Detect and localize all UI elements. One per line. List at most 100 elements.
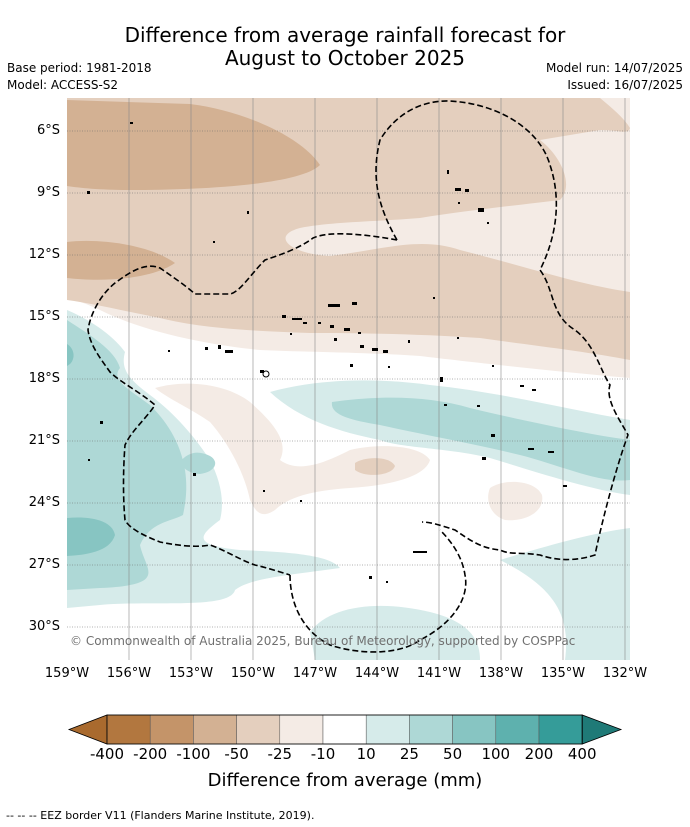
island (330, 325, 334, 328)
longitude-label: 144°W (354, 666, 400, 681)
wet-island-west (180, 452, 216, 474)
longitude-label: 132°W (602, 666, 648, 681)
longitude-label: 156°W (106, 666, 152, 681)
model-run-text: Model run: 14/07/2025 (545, 61, 683, 75)
latitude-label: 12°S (28, 247, 60, 262)
colorbar-tick-label: 400 (567, 745, 597, 763)
island (282, 315, 286, 318)
dry-core-west (67, 240, 175, 280)
copyright-text: © Commonwealth of Australia 2025, Bureau… (70, 634, 576, 648)
latitude-label: 27°S (28, 557, 60, 572)
latitude-label: 6°S (36, 123, 60, 138)
map-title: Difference from average rainfall forecas… (0, 24, 690, 70)
latitude-label: 21°S (28, 433, 60, 448)
eez-borders (87, 100, 629, 653)
colorbar-swatch (149, 714, 194, 745)
graticule-lon (128, 98, 626, 660)
island (303, 322, 307, 324)
colorbar-tick-label: -50 (224, 745, 249, 763)
colorbar-tick-label: -100 (176, 745, 211, 763)
island (563, 485, 567, 487)
islands (87, 122, 567, 583)
island (263, 490, 265, 492)
colorbar-swatch (538, 714, 583, 745)
dry-patch-center-west (155, 383, 430, 515)
latitude-label: 24°S (28, 495, 60, 510)
island-atoll (262, 370, 270, 378)
island (334, 338, 337, 341)
island (344, 328, 350, 331)
island (352, 302, 357, 305)
colorbar-swatch (322, 714, 367, 745)
island (447, 170, 449, 174)
latitude-label: 9°S (36, 185, 60, 200)
model-text: Model: ACCESS-S2 (7, 78, 119, 92)
island (369, 576, 372, 579)
island (87, 191, 90, 194)
colorbar-swatch (193, 714, 237, 745)
island (458, 202, 460, 204)
eez-border-south (289, 529, 467, 653)
island (130, 122, 133, 124)
island (487, 222, 489, 224)
island (477, 405, 480, 407)
map-title-line2: August to October 2025 (224, 46, 466, 70)
longitude-label: 135°W (540, 666, 586, 681)
island (300, 500, 302, 502)
colorbar-extend-low (67, 714, 108, 745)
island (193, 473, 196, 476)
eez-legend-footnote: -- -- -- EEZ border V11 (Flanders Marine… (6, 809, 315, 822)
issued-text: Issued: 16/07/2025 (567, 78, 683, 92)
island (491, 434, 495, 437)
longitude-label: 138°W (478, 666, 524, 681)
longitude-label: 150°W (230, 666, 276, 681)
island (548, 451, 554, 453)
colorbar-tick-label: 200 (524, 745, 554, 763)
island (465, 189, 469, 192)
island (520, 385, 524, 387)
run-info: Model run: 14/07/2025 Issued: 16/07/2025 (546, 60, 683, 94)
island (413, 551, 427, 553)
colorbar-swatch (365, 714, 410, 745)
dry-patch-center (355, 458, 395, 475)
colorbar-tick-label: -200 (133, 745, 168, 763)
wet-strong-west-2 (67, 517, 115, 556)
island (218, 345, 221, 349)
island (360, 345, 364, 348)
longitude-label: 147°W (292, 666, 338, 681)
island (528, 448, 534, 450)
longitude-label: 159°W (44, 666, 90, 681)
island (383, 350, 388, 353)
eez-border-north (375, 100, 629, 561)
island (444, 404, 447, 406)
wet-core-east (331, 397, 630, 481)
island (318, 322, 321, 324)
island (292, 318, 302, 320)
colorbar-tick-label: -25 (267, 745, 293, 763)
island (168, 350, 170, 352)
island (358, 332, 361, 334)
eez-border-cook-west (87, 233, 398, 576)
island (457, 337, 459, 339)
model-info: Base period: 1981-2018 Model: ACCESS-S2 (7, 60, 152, 94)
island (328, 304, 340, 307)
island (350, 364, 353, 367)
colorbar-tick-label: -10 (310, 745, 336, 763)
colorbar (67, 714, 623, 745)
wet-strong-west-1 (67, 344, 74, 366)
island (478, 208, 484, 212)
island (290, 333, 292, 335)
colorbar-swatch (106, 714, 151, 745)
island (482, 457, 486, 460)
longitude-label: 141°W (416, 666, 462, 681)
colorbar-tick-label: 100 (481, 745, 511, 763)
island (388, 366, 390, 368)
island (433, 297, 435, 299)
colorbar-tick-label: 10 (356, 745, 376, 763)
island (455, 188, 461, 191)
island (205, 347, 208, 350)
island (408, 340, 410, 343)
dry-patch-east (488, 481, 543, 521)
island (532, 389, 536, 391)
